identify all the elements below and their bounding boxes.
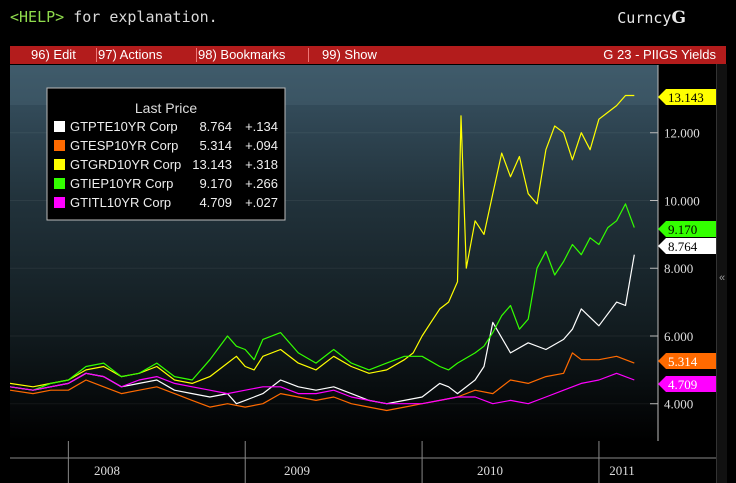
legend-ticker: GTESP10YR Corp xyxy=(70,138,178,153)
go-key-label: G xyxy=(671,8,686,28)
page-title: G 23 - PIIGS Yields xyxy=(603,47,716,62)
actions-menu[interactable]: 97) Actions xyxy=(98,47,163,62)
legend-price: 8.764 xyxy=(199,119,232,134)
curncy-text: Curncy xyxy=(617,9,672,27)
bookmarks-menu[interactable]: 98) Bookmarks xyxy=(198,47,286,62)
series-line-gtiep10yr xyxy=(10,203,635,391)
series-line-gtgrd10yr xyxy=(10,94,635,388)
legend-change: +.094 xyxy=(245,138,278,153)
x-tick-label: 2010 xyxy=(477,463,503,478)
legend-ticker: GTGRD10YR Corp xyxy=(70,157,181,172)
last-price-tag xyxy=(658,376,716,392)
x-tick-label: 2008 xyxy=(94,463,120,478)
market-sector-label: CurncyG xyxy=(617,8,686,28)
legend-price: 5.314 xyxy=(199,138,232,153)
menu-divider xyxy=(96,48,97,62)
legend-change: +.134 xyxy=(245,119,278,134)
x-tick-label: 2009 xyxy=(284,463,310,478)
x-axis-band xyxy=(10,441,716,483)
edit-menu[interactable]: 96) Edit xyxy=(31,47,76,62)
legend-price: 13.143 xyxy=(192,157,232,172)
collapse-chevron-icon[interactable]: « xyxy=(719,272,726,284)
legend-box: Last Price GTPTE10YR Corp 8.764 +.134 GTESP… xyxy=(46,87,286,221)
legend-swatch xyxy=(54,121,65,132)
last-price-value: 8.764 xyxy=(668,239,698,254)
y-tick-label: 8.000 xyxy=(664,261,693,276)
x-axis-ticks: 2008 2009 2010 2011 xyxy=(67,441,635,483)
last-price-value: 5.314 xyxy=(668,354,698,369)
last-price-value: 4.709 xyxy=(668,377,697,392)
help-key[interactable]: <HELP> xyxy=(10,8,65,26)
last-price-value: 9.170 xyxy=(668,222,697,237)
legend-ticker: GTPTE10YR Corp xyxy=(70,119,178,134)
series-line-gtitl10yr xyxy=(10,372,635,405)
legend-price: 9.170 xyxy=(199,176,232,191)
show-menu[interactable]: 99) Show xyxy=(322,47,377,62)
legend-change: +.027 xyxy=(245,195,278,210)
legend-price: 4.709 xyxy=(199,195,232,210)
command-bar: <HELP> for explanation. CurncyG xyxy=(0,0,736,38)
last-price-labels: 13.143 9.170 8.764 5.314 4.709 xyxy=(658,89,716,392)
side-panel-strip[interactable] xyxy=(716,64,727,483)
y-tick-label: 6.000 xyxy=(664,329,693,344)
y-tick-label: 4.000 xyxy=(664,397,693,412)
last-price-tag xyxy=(658,221,716,237)
legend-ticker: GTITL10YR Corp xyxy=(70,195,171,210)
legend-swatch xyxy=(54,197,65,208)
last-price-tag xyxy=(658,238,716,254)
legend-change: +.266 xyxy=(245,176,278,191)
help-prompt[interactable]: <HELP> for explanation. xyxy=(10,8,218,26)
last-price-tag xyxy=(658,353,716,369)
last-price-tag xyxy=(658,89,716,105)
legend-swatch xyxy=(54,159,65,170)
y-tick-label: 12.000 xyxy=(664,126,700,141)
function-menu-bar: 96) Edit 97) Actions 98) Bookmarks 99) S… xyxy=(10,46,726,64)
y-tick-label: 10.000 xyxy=(664,193,700,208)
x-tick-label: 2011 xyxy=(609,463,635,478)
legend-swatch xyxy=(54,140,65,151)
legend-ticker: GTIEP10YR Corp xyxy=(70,176,173,191)
legend-swatch xyxy=(54,178,65,189)
help-text: for explanation. xyxy=(64,8,218,26)
menu-divider xyxy=(196,48,197,62)
series-line-gtpte10yr xyxy=(10,254,635,405)
last-price-value: 13.143 xyxy=(668,90,704,105)
legend-change: +.318 xyxy=(245,157,278,172)
menu-divider xyxy=(308,48,309,62)
series-group xyxy=(10,94,635,412)
legend-header: Last Price xyxy=(135,100,197,116)
series-line-gtesp10yr xyxy=(10,352,635,412)
